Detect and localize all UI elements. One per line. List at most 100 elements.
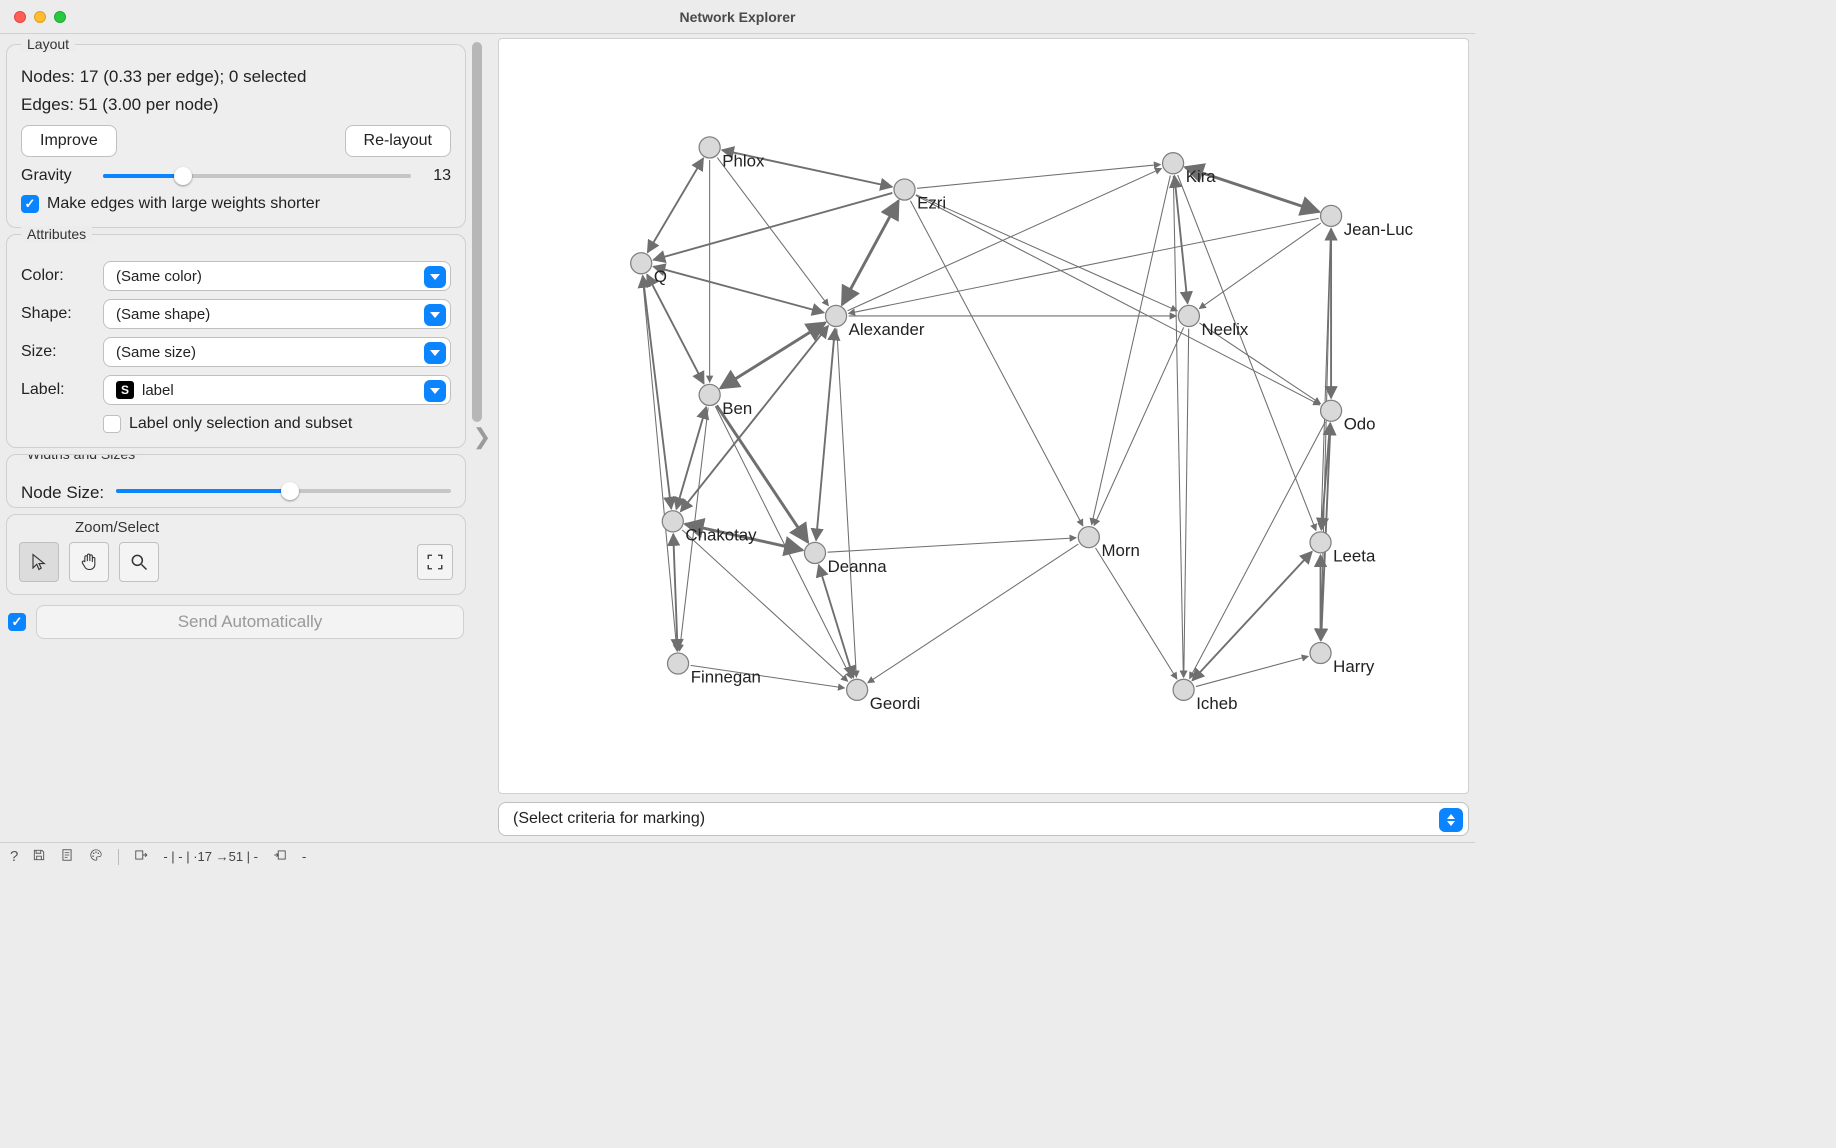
color-select[interactable]: (Same color) (103, 261, 451, 291)
graph-canvas[interactable]: PhloxEzriKiraJean-LucQAlexanderNeelixBen… (498, 38, 1469, 794)
graph-node[interactable] (699, 137, 720, 158)
graph-node-label: Deanna (828, 557, 888, 576)
graph-edge (647, 274, 704, 383)
graph-node[interactable] (631, 253, 652, 274)
graph-node-label: Phlox (722, 151, 765, 170)
input-icon[interactable] (133, 848, 149, 866)
graph-edge (648, 158, 704, 252)
window-title: Network Explorer (0, 9, 1475, 25)
graph-node[interactable] (668, 653, 689, 674)
graph-edge (1095, 548, 1176, 679)
graph-node-label: Icheb (1196, 694, 1237, 713)
shape-select-value: (Same shape) (116, 306, 210, 323)
shorten-edges-label: Make edges with large weights shorter (47, 195, 320, 213)
graph-node-label: Neelix (1202, 320, 1249, 339)
label-only-selection-label: Label only selection and subset (129, 415, 352, 433)
graph-edge (916, 195, 1177, 311)
graph-node[interactable] (1078, 527, 1099, 548)
report-icon[interactable] (60, 848, 74, 866)
graph-node[interactable] (1173, 679, 1194, 700)
graph-edge (828, 538, 1077, 552)
graph-edge (1199, 223, 1321, 309)
string-type-icon: S (116, 381, 134, 399)
layout-group: Layout Nodes: 17 (0.33 per edge); 0 sele… (6, 44, 466, 228)
graph-node-label: Leeta (1333, 546, 1376, 565)
gravity-label: Gravity (21, 167, 91, 185)
graph-edge (916, 195, 1320, 405)
graph-node[interactable] (1321, 400, 1342, 421)
graph-edge (1178, 175, 1316, 531)
marking-criteria-select[interactable]: (Select criteria for marking) (498, 802, 1469, 836)
zoom-tool[interactable] (119, 542, 159, 582)
chevron-down-icon (424, 304, 446, 326)
widths-group: Widths and Sizes Node Size: (6, 454, 466, 508)
graph-node-label: Odo (1344, 415, 1376, 434)
graph-node[interactable] (804, 542, 825, 563)
updown-caret-icon (1439, 808, 1463, 832)
graph-edge (1184, 329, 1189, 678)
graph-node[interactable] (699, 384, 720, 405)
size-label: Size: (21, 343, 91, 361)
output-icon[interactable] (272, 848, 288, 866)
shape-select[interactable]: (Same shape) (103, 299, 451, 329)
graph-node[interactable] (1178, 305, 1199, 326)
graph-edge (720, 323, 825, 389)
size-select[interactable]: (Same size) (103, 337, 451, 367)
graph-node[interactable] (1310, 532, 1331, 553)
hand-icon (79, 552, 99, 572)
node-size-slider[interactable] (116, 482, 451, 500)
graph-node-label: Geordi (870, 694, 921, 713)
graph-node[interactable] (826, 305, 847, 326)
graph-edge (1092, 176, 1171, 525)
graph-edge (643, 276, 672, 509)
graph-edge (848, 218, 1318, 313)
graph-node[interactable] (847, 679, 868, 700)
send-automatically-button[interactable]: Send Automatically (36, 605, 464, 639)
chevron-right-icon: ❯ (473, 424, 491, 450)
label-attr-label: Label: (21, 381, 91, 399)
gravity-value: 13 (423, 167, 451, 185)
sidebar-scrollbar[interactable] (472, 42, 482, 422)
improve-button[interactable]: Improve (21, 125, 117, 157)
color-label: Color: (21, 267, 91, 285)
graph-edge (653, 193, 892, 260)
help-icon[interactable]: ? (10, 848, 18, 865)
palette-icon[interactable] (88, 848, 104, 866)
graph-edge (842, 201, 898, 305)
graph-edge (642, 276, 677, 651)
gravity-slider[interactable] (103, 167, 411, 185)
sidebar: Layout Nodes: 17 (0.33 per edge); 0 sele… (6, 38, 466, 836)
graph-node-label: Jean-Luc (1344, 220, 1413, 239)
cursor-icon (30, 553, 48, 571)
relayout-button[interactable]: Re-layout (345, 125, 451, 157)
graph-node[interactable] (1310, 642, 1331, 663)
graph-node[interactable] (1163, 153, 1184, 174)
nodes-summary: Nodes: 17 (0.33 per edge); 0 selected (21, 67, 451, 87)
graph-edge (837, 329, 857, 678)
chevron-down-icon (424, 266, 446, 288)
widths-group-title: Widths and Sizes (21, 454, 141, 462)
shorten-edges-checkbox[interactable] (21, 195, 39, 213)
graph-node[interactable] (1321, 205, 1342, 226)
pan-tool[interactable] (69, 542, 109, 582)
attributes-group-title: Attributes (21, 226, 92, 242)
graph-node-label: Finnegan (691, 667, 761, 686)
send-automatically-checkbox[interactable] (8, 613, 26, 631)
pointer-tool[interactable] (19, 542, 59, 582)
graph-edge (1192, 552, 1312, 681)
label-only-selection-checkbox[interactable] (103, 415, 121, 433)
graph-node[interactable] (894, 179, 915, 200)
size-select-value: (Same size) (116, 344, 196, 361)
graph-node-label: Ezri (917, 194, 946, 213)
save-icon[interactable] (32, 848, 46, 866)
status-trailing: - (302, 849, 306, 864)
label-select[interactable]: S label (103, 375, 451, 405)
status-text: - | - | ·17 →51 | - (163, 849, 258, 864)
graph-node[interactable] (662, 511, 683, 532)
fit-view-tool[interactable] (417, 544, 453, 580)
graph-edge (910, 201, 1082, 526)
graph-edge (819, 565, 854, 678)
graph-node-label: Alexander (849, 320, 925, 339)
graph-edge (717, 405, 808, 542)
chevron-down-icon (424, 342, 446, 364)
